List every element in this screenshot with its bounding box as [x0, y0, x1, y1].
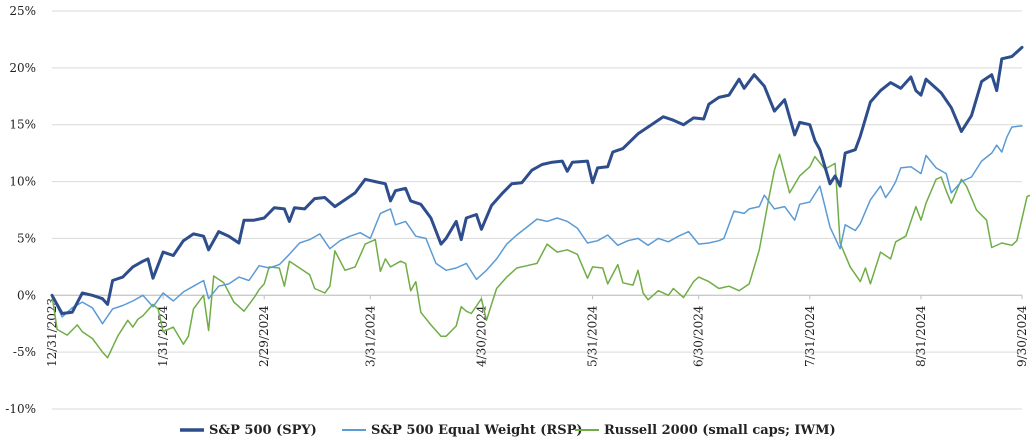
legend-label: S&P 500 (SPY) [209, 423, 317, 438]
x-axis-tick-labels: 12/31/2023 1/31/2024 2/29/2024 3/31/2024 4/3… [45, 295, 1029, 367]
y-tick-label: 10% [9, 175, 36, 189]
y-tick-label: 5% [17, 231, 36, 245]
y-axis-tick-labels: -10% -5% 0% 5% 10% 15% 20% 25% [5, 4, 36, 416]
x-tick-label: 7/31/2024 [803, 305, 817, 367]
x-tick-label: 2/29/2024 [257, 305, 271, 367]
x-tick-label: 5/31/2024 [586, 305, 600, 367]
x-tick-label: 12/31/2023 [45, 298, 59, 367]
y-tick-label: 25% [9, 4, 36, 18]
y-tick-label: 0% [17, 288, 36, 302]
x-tick-label: 3/31/2024 [363, 305, 377, 367]
gridlines [52, 10, 1022, 410]
x-tick-label: 8/31/2024 [914, 305, 928, 367]
x-tick-label: 6/30/2024 [692, 305, 706, 367]
series-line-0 [50, 45, 1024, 315]
y-tick-label: -5% [13, 345, 36, 359]
x-tick-label: 9/30/2024 [1015, 305, 1029, 367]
y-tick-label: -10% [5, 402, 36, 416]
legend: S&P 500 (SPY) S&P 500 Equal Weight (RSP) R… [180, 423, 836, 438]
x-tick-label: 1/31/2024 [156, 305, 170, 367]
series-line-1 [51, 125, 1023, 325]
series-line-2 [51, 153, 1030, 359]
legend-label: S&P 500 Equal Weight (RSP) [371, 423, 583, 438]
x-tick-label: 4/30/2024 [474, 305, 488, 367]
y-tick-label: 20% [9, 61, 36, 75]
series-lines [50, 45, 1030, 359]
legend-label: Russell 2000 (small caps; IWM) [604, 423, 836, 438]
y-tick-label: 15% [9, 118, 36, 132]
